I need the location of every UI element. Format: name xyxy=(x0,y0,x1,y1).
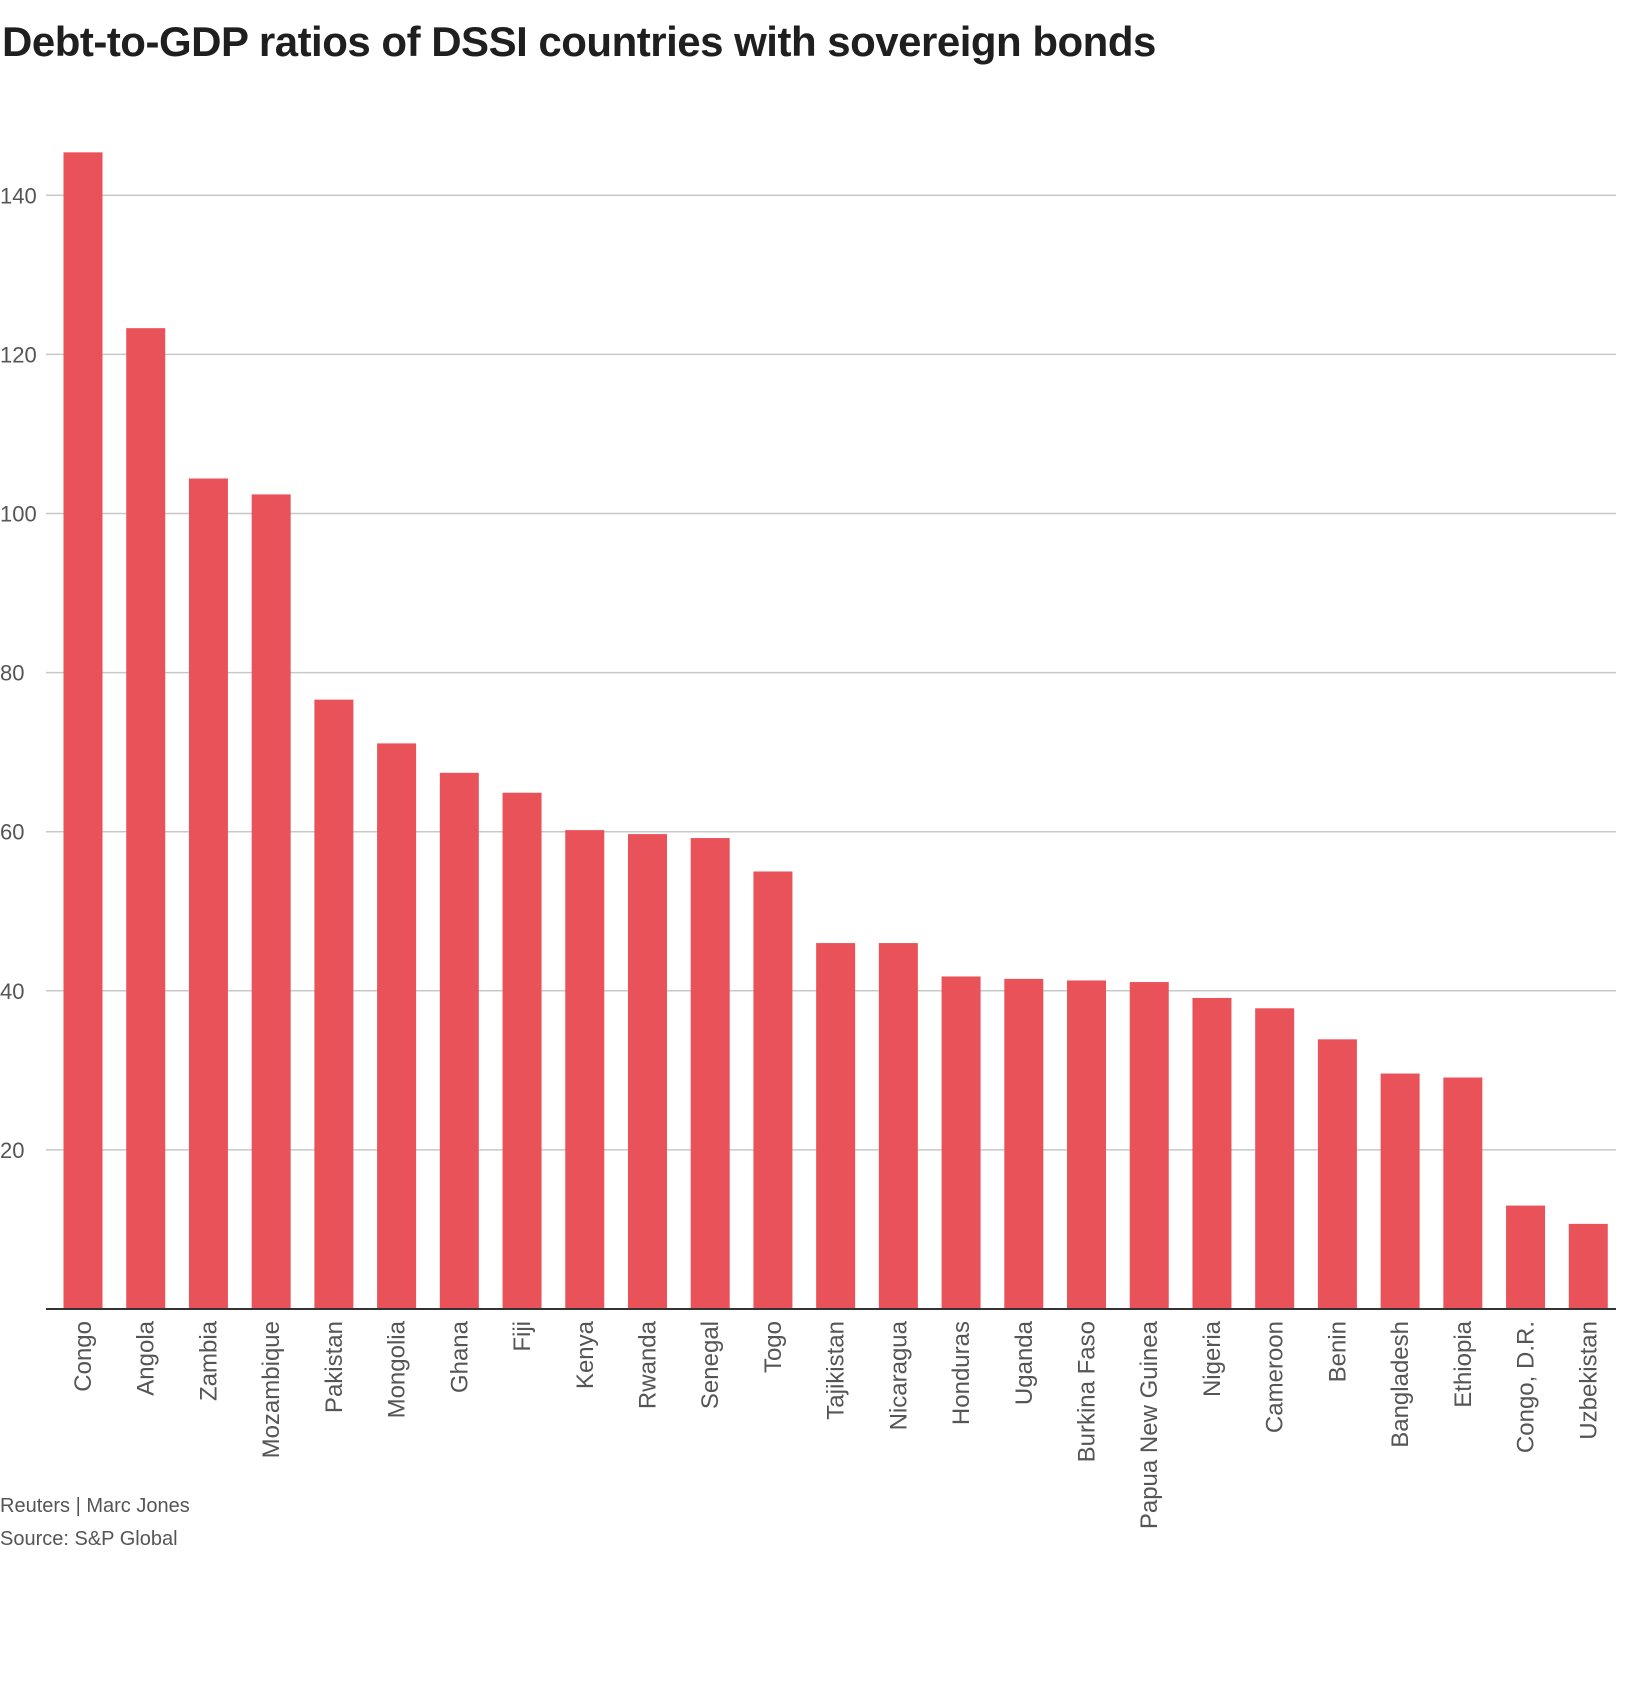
y-tick-label: 60 xyxy=(0,820,24,845)
bar xyxy=(439,772,479,1309)
x-tick-label: Pakistan xyxy=(321,1321,348,1413)
bar xyxy=(63,152,103,1309)
source-line: Source: S&P Global xyxy=(0,1528,178,1550)
y-tick-label: 140 xyxy=(0,183,37,208)
x-axis-labels: Congo Angola Zambia Mozambique Pakistan Mongo… xyxy=(70,1320,1602,1529)
y-tick-label: 20 xyxy=(0,1138,24,1163)
bar xyxy=(690,838,730,1309)
bars xyxy=(63,152,1608,1310)
bar xyxy=(1443,1077,1483,1309)
bar xyxy=(502,792,542,1309)
bar xyxy=(251,494,291,1310)
x-tick-label: Congo, D.R. xyxy=(1513,1321,1540,1453)
bar xyxy=(1067,980,1107,1309)
x-tick-label: Togo xyxy=(760,1321,787,1373)
bar xyxy=(1004,978,1044,1309)
x-tick-label: Nicaragua xyxy=(885,1320,912,1430)
x-tick-label: Papua New Guinea xyxy=(1136,1320,1163,1529)
x-tick-label: Nigeria xyxy=(1199,1320,1226,1397)
bar xyxy=(816,943,856,1309)
bar xyxy=(941,976,981,1309)
bar xyxy=(188,478,228,1309)
y-axis-ticks: 20 40 60 80 100 120 140 xyxy=(0,183,37,1163)
x-tick-label: Ghana xyxy=(446,1320,473,1393)
bar xyxy=(1568,1223,1608,1309)
x-tick-label: Uzbekistan xyxy=(1575,1321,1602,1440)
x-tick-label: Burkina Faso xyxy=(1074,1321,1101,1462)
x-tick-label: Cameroon xyxy=(1262,1321,1289,1433)
y-tick-label: 80 xyxy=(0,661,24,686)
bar xyxy=(1255,1008,1295,1309)
bar xyxy=(565,830,605,1309)
y-tick-label: 120 xyxy=(0,342,37,367)
bar xyxy=(878,943,918,1309)
x-tick-label: Bangladesh xyxy=(1387,1321,1414,1448)
x-tick-label: Honduras xyxy=(948,1321,975,1425)
x-tick-label: Uganda xyxy=(1011,1320,1038,1405)
x-tick-label: Benin xyxy=(1324,1321,1351,1382)
x-tick-label: Angola xyxy=(133,1320,160,1395)
x-tick-label: Tajikistan xyxy=(823,1321,850,1420)
y-tick-label: 100 xyxy=(0,502,37,527)
bar xyxy=(1380,1073,1420,1309)
credit-line: Reuters | Marc Jones xyxy=(0,1495,190,1517)
x-tick-label: Senegal xyxy=(697,1321,724,1409)
bar xyxy=(126,328,166,1309)
x-tick-label: Kenya xyxy=(572,1320,599,1389)
bar xyxy=(377,743,417,1309)
x-tick-label: Ethiopia xyxy=(1450,1320,1477,1407)
bar xyxy=(1317,1039,1357,1309)
bar xyxy=(314,699,354,1309)
x-tick-label: Congo xyxy=(70,1321,97,1392)
page-title: Debt-to-GDP ratios of DSSI countries wit… xyxy=(2,18,1156,65)
bar xyxy=(1506,1205,1546,1309)
x-tick-label: Mongolia xyxy=(384,1320,411,1418)
bar xyxy=(627,834,667,1309)
y-tick-label: 40 xyxy=(0,979,24,1004)
x-tick-label: Mozambique xyxy=(258,1321,285,1458)
bar xyxy=(753,871,793,1309)
x-tick-label: Rwanda xyxy=(634,1320,661,1409)
x-tick-label: Fiji xyxy=(509,1321,536,1352)
bar xyxy=(1129,982,1169,1309)
bar xyxy=(1192,997,1232,1309)
x-tick-label: Zambia xyxy=(195,1320,222,1401)
